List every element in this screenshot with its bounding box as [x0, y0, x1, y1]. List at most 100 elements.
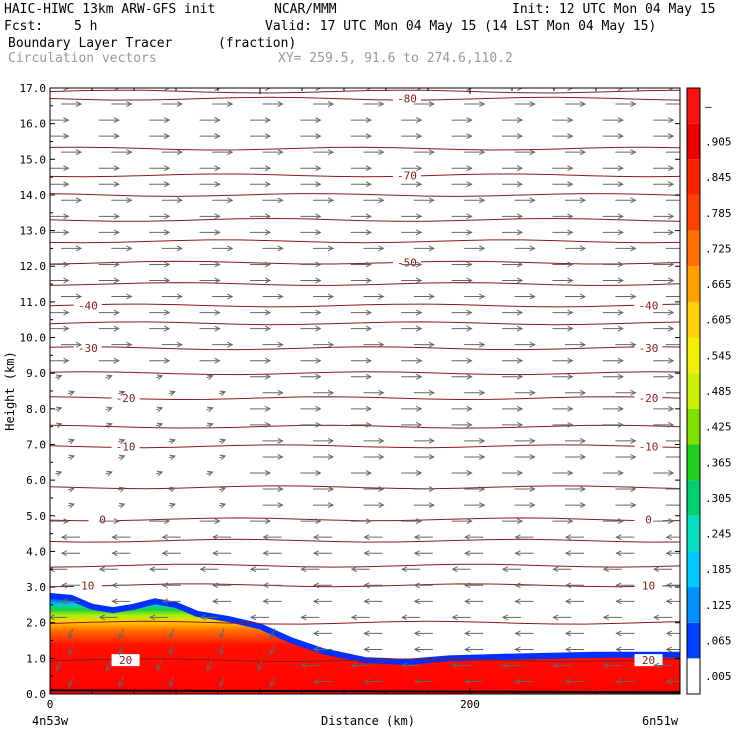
colorbar-label: .005: [705, 670, 732, 683]
x-start-label: 4n53w: [32, 714, 69, 728]
temperature-contour: [50, 146, 680, 151]
contour-label-bg: [111, 392, 140, 405]
contour-label-bg: [634, 579, 663, 592]
temperature-contour: [50, 538, 680, 543]
temperature-contour: [50, 563, 680, 568]
circulation-vector: [170, 644, 174, 654]
colorbar-swatch: [687, 480, 700, 516]
circulation-vector: [157, 660, 161, 670]
colorbar-label: .485: [705, 385, 732, 398]
colorbar-label: .365: [705, 456, 732, 469]
field-units: (fraction): [218, 36, 297, 51]
circulation-vector: [156, 424, 162, 426]
temperature-contour-labeled: [50, 396, 680, 401]
colorbar-label: .305: [705, 492, 732, 505]
contour-label-bg: [393, 169, 421, 182]
colorbar-swatch: [687, 301, 700, 338]
y-tick-label: 7.0: [26, 438, 46, 451]
contour-label: -50: [397, 257, 417, 270]
circulation-vector: [219, 504, 225, 506]
circulation-vector: [105, 472, 112, 474]
axes: 0.0 1.0 2.0 3.0 4.0 5.0 6.0 7.0 8.0 9.0 10.0 11.0 12…: [20, 82, 681, 711]
temperature-contour-labeled: [50, 96, 680, 101]
temperature-contour: [50, 620, 680, 625]
x-tick-label: 200: [460, 698, 480, 711]
colorbar-frame: [686, 87, 701, 695]
circulation-vector: [67, 456, 74, 458]
contour-label: -30: [639, 342, 659, 355]
colorbar-swatch: [687, 337, 700, 374]
tracer-top-edge: [50, 593, 680, 665]
y-tick-label: 6.0: [26, 474, 46, 487]
contour-label: -80: [397, 93, 417, 106]
valid-time: Valid: 17 UTC Mon 04 May 15 (14 LST Mon …: [265, 19, 657, 34]
forecast-hours: 5 h: [74, 19, 98, 34]
circulation-vector: [118, 392, 124, 394]
circulation-vector: [67, 392, 74, 394]
circulation-vector: [168, 392, 175, 394]
circulation-vector: [118, 488, 124, 490]
circulation-vector: [206, 376, 213, 378]
colorbar-label: .245: [705, 528, 732, 541]
y-tick-label: 2.0: [26, 617, 46, 630]
circulation-vector: [206, 408, 213, 410]
colorbar-swatch: [687, 444, 700, 481]
terrain-line: [50, 689, 680, 694]
y-axis-label: Height (km): [3, 351, 17, 430]
colorbar-swatch: [687, 230, 700, 267]
circulation-vector: [118, 504, 124, 506]
circulation-vector: [219, 488, 225, 490]
forecast-label: Fcst:: [4, 19, 44, 34]
y-tick-label: 12.0: [20, 260, 47, 273]
circulation-vector: [168, 504, 175, 506]
colorbar-label: .725: [705, 242, 732, 255]
y-tick-label: 15.0: [20, 153, 47, 166]
colorbar-swatch: [687, 123, 700, 160]
plot-area: [50, 88, 680, 694]
colorbar: .005 .065 .125 .185 .245 .305 .365 .425 .485 .545…: [686, 87, 732, 695]
circulation-vector: [220, 676, 224, 687]
circulation-vector: [55, 408, 61, 410]
circulation-vector: [67, 488, 74, 490]
y-tick-label: 11.0: [20, 296, 47, 309]
colorbar-label: –: [705, 100, 712, 113]
circulation-vector: [67, 440, 74, 442]
y-tick-label: 8.0: [26, 403, 46, 416]
temperature-contour-labeled: [50, 346, 680, 351]
circulation-vector: [219, 456, 225, 458]
colorbar-swatch: [687, 622, 700, 659]
temperature-contour: [50, 424, 680, 429]
colorbar-label: .545: [705, 349, 732, 362]
colorbar-swatch: [687, 515, 700, 552]
contour-label: -20: [639, 392, 659, 405]
contour-label: -70: [397, 169, 417, 182]
x-axis-label: Distance (km): [321, 714, 415, 728]
contour-label-bg: [634, 342, 663, 355]
circulation-vector: [168, 440, 175, 442]
circulation-vector: [170, 676, 174, 687]
colorbar-swatch: [687, 373, 700, 409]
circulation-vector: [219, 392, 225, 394]
temperature-contour: [50, 239, 680, 244]
colorbar-label: .665: [705, 278, 732, 291]
y-tick-label: 4.0: [26, 545, 46, 558]
circulation-vector: [118, 440, 124, 442]
contour-label: 20: [119, 654, 132, 667]
circulation-vector: [271, 676, 275, 687]
y-tick-label: 3.0: [26, 581, 46, 594]
circulation-vector: [206, 472, 213, 474]
contour-label: 10: [81, 579, 94, 592]
circulation-vector: [107, 660, 111, 670]
colorbar-label: .785: [705, 207, 732, 220]
contour-label-bg: [73, 299, 102, 312]
circulation-vector: [119, 676, 123, 687]
colorbar-label: .125: [705, 599, 732, 612]
circulation-vector: [105, 424, 112, 426]
temperature-contour-labeled: [50, 444, 680, 449]
colorbar-label: .185: [705, 563, 732, 576]
circulation-vector: [105, 408, 112, 410]
circulation-vector: [56, 660, 60, 670]
model-title: HAIC-HIWC 13km ARW-GFS init: [4, 2, 216, 17]
colorbar-swatch: [687, 587, 700, 623]
